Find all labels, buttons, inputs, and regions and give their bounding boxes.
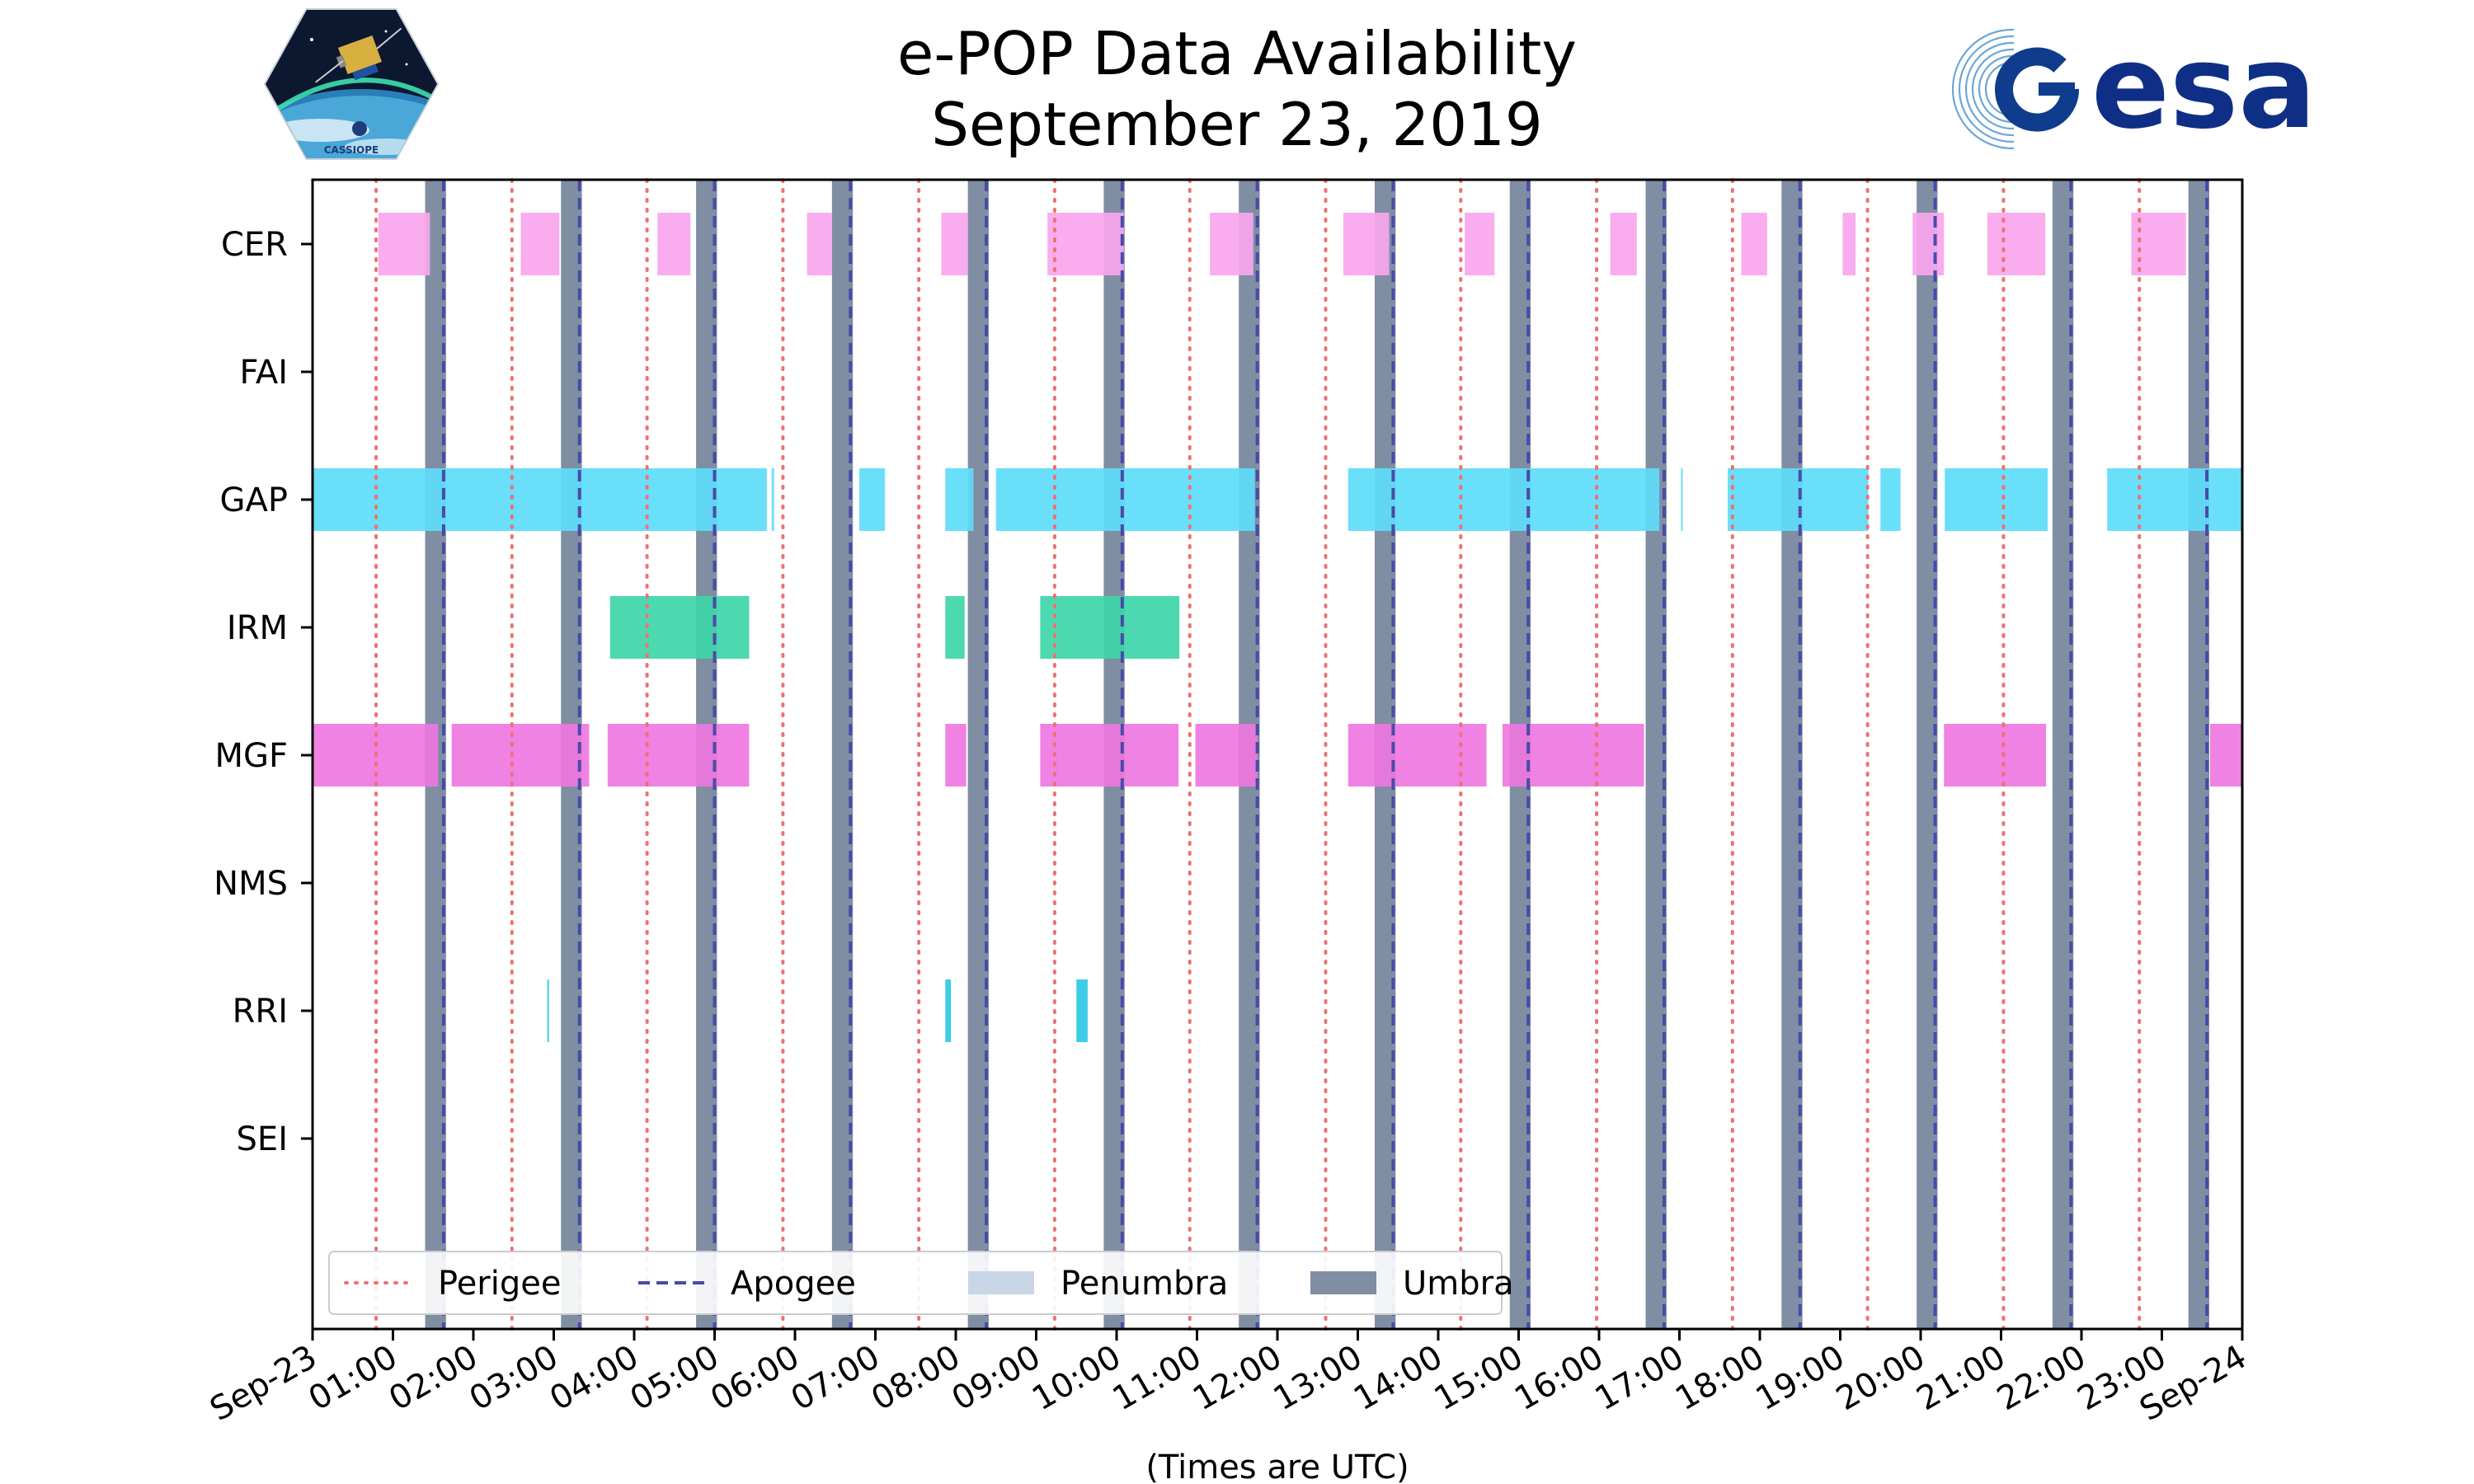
availability-bar-cer: [1465, 213, 1494, 275]
availability-bar-cer: [941, 213, 967, 275]
availability-bar-mgf: [945, 724, 966, 787]
availability-bar-cer: [521, 213, 560, 275]
availability-bar-irm: [610, 596, 750, 659]
x-tick-label: 18:00: [1669, 1338, 1771, 1418]
availability-bar-gap: [945, 468, 973, 531]
y-tick-label-mgf: MGF: [214, 737, 288, 775]
availability-bars: [313, 213, 2242, 1042]
availability-bar-cer: [1842, 213, 1856, 275]
availability-bar-gap: [996, 468, 1255, 531]
x-tick-label: 02:00: [383, 1338, 484, 1418]
availability-bar-mgf: [452, 724, 590, 787]
availability-bar-mgf: [1503, 724, 1644, 787]
availability-bar-gap: [772, 468, 774, 531]
availability-bar-mgf: [1040, 724, 1178, 787]
legend-label-perigee: Perigee: [438, 1265, 561, 1303]
legend: Perigee Apogee Penumbra Umbra: [329, 1252, 1514, 1314]
y-tick-label-gap: GAP: [220, 481, 288, 519]
x-tick-label: 17:00: [1589, 1338, 1691, 1418]
y-tick-label-rri: RRI: [233, 993, 288, 1031]
x-tick-label: 16:00: [1508, 1338, 1610, 1418]
x-axis-label: (Times are UTC): [1145, 1449, 1409, 1484]
y-axis: CER FAI GAP IRM MGF NMS RRI SEI: [214, 226, 313, 1158]
availability-bar-gap: [859, 468, 885, 531]
x-tick-label: 07:00: [785, 1338, 887, 1418]
availability-bar-gap: [1728, 468, 1869, 531]
availability-bar-irm: [945, 596, 964, 659]
availability-bar-gap: [313, 468, 767, 531]
y-tick-label-sei: SEI: [237, 1120, 288, 1158]
availability-bar-cer: [807, 213, 832, 275]
availability-bar-cer: [1912, 213, 1944, 275]
availability-bar-mgf: [1196, 724, 1258, 787]
y-tick-label-fai: FAI: [240, 354, 289, 392]
x-tick-label: 21:00: [1911, 1338, 2012, 1418]
availability-bar-cer: [1343, 213, 1390, 275]
x-tick-label: 05:00: [624, 1338, 726, 1418]
legend-label-apogee: Apogee: [731, 1265, 856, 1303]
x-tick-label: 13:00: [1268, 1338, 1369, 1418]
legend-label-umbra: Umbra: [1403, 1265, 1514, 1303]
availability-bar-gap: [1880, 468, 1900, 531]
availability-bar-cer: [379, 213, 430, 275]
availability-bar-rri: [1076, 979, 1088, 1042]
x-axis: Sep-2301:0002:0003:0004:0005:0006:0007:0…: [204, 1329, 2253, 1429]
x-tick-label: 22:00: [1991, 1338, 2092, 1418]
availability-bar-cer: [1987, 213, 2045, 275]
availability-bar-cer: [1742, 213, 1767, 275]
availability-bar-rri: [548, 979, 549, 1042]
x-tick-label: 01:00: [303, 1338, 404, 1418]
availability-bar-mgf: [1348, 724, 1487, 787]
y-tick-label-cer: CER: [221, 226, 288, 264]
x-tick-label: 11:00: [1107, 1338, 1208, 1418]
availability-bar-gap: [1681, 468, 1682, 531]
availability-bar-cer: [657, 213, 690, 275]
availability-bar-mgf: [608, 724, 750, 787]
x-tick-label: 19:00: [1750, 1338, 1851, 1418]
legend-swatch-penumbra: [968, 1271, 1034, 1294]
availability-chart: CER FAI GAP IRM MGF NMS RRI SEI Sep-2301:0002:0…: [0, 0, 2474, 1484]
availability-bar-mgf: [1944, 724, 2046, 787]
x-tick-label: 06:00: [704, 1338, 806, 1418]
availability-bar-cer: [1210, 213, 1253, 275]
x-tick-label: 04:00: [543, 1338, 645, 1418]
x-tick-label: 08:00: [865, 1338, 967, 1418]
x-tick-label: 03:00: [463, 1338, 565, 1418]
x-tick-label: 09:00: [946, 1338, 1047, 1418]
availability-bar-rri: [945, 979, 951, 1042]
y-tick-label-nms: NMS: [214, 865, 288, 903]
availability-bar-irm: [1040, 596, 1179, 659]
legend-swatch-umbra: [1310, 1271, 1376, 1294]
x-tick-label: 14:00: [1348, 1338, 1449, 1418]
availability-bar-mgf: [2210, 724, 2242, 787]
legend-label-penumbra: Penumbra: [1061, 1265, 1228, 1303]
availability-bar-cer: [1047, 213, 1124, 275]
availability-bar-gap: [1945, 468, 2048, 531]
availability-bar-cer: [1611, 213, 1637, 275]
availability-bar-gap: [2107, 468, 2242, 531]
x-tick-label: 10:00: [1026, 1338, 1127, 1418]
x-tick-label: 20:00: [1830, 1338, 1931, 1418]
x-tick-label: 12:00: [1187, 1338, 1288, 1418]
x-tick-label: 15:00: [1428, 1338, 1530, 1418]
y-tick-label-irm: IRM: [227, 609, 288, 647]
